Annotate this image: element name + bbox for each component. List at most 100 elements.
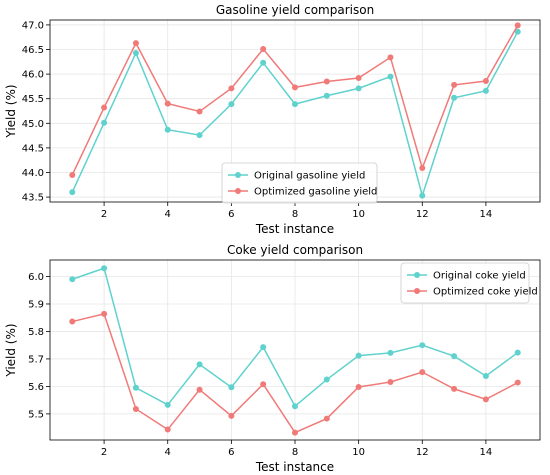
- data-point: [419, 369, 426, 376]
- x-tick-label: 14: [480, 209, 493, 220]
- legend-label: Optimized gasoline yield: [254, 187, 377, 198]
- x-tick-label: 8: [292, 209, 298, 220]
- data-point: [514, 22, 521, 29]
- data-point: [164, 126, 171, 133]
- data-point: [228, 101, 235, 108]
- legend-marker: [414, 288, 420, 294]
- data-point: [228, 412, 235, 419]
- data-point: [132, 384, 139, 391]
- data-point: [387, 379, 394, 386]
- data-point: [387, 73, 394, 80]
- data-point: [323, 78, 330, 85]
- data-point: [132, 49, 139, 56]
- data-point: [228, 85, 235, 92]
- x-tick-label: 10: [352, 447, 365, 458]
- data-point: [101, 265, 108, 272]
- data-point: [196, 108, 203, 115]
- legend-marker: [235, 172, 241, 178]
- data-point: [323, 415, 330, 422]
- data-point: [292, 403, 298, 410]
- data-point: [69, 276, 76, 283]
- data-point: [101, 310, 108, 317]
- data-point: [292, 84, 298, 91]
- y-tick-label: 5.7: [28, 354, 44, 365]
- y-tick-label: 43.5: [22, 193, 44, 204]
- y-tick-label: 44.0: [22, 168, 44, 179]
- data-point: [514, 379, 521, 386]
- data-point: [514, 349, 521, 356]
- data-point: [132, 405, 139, 412]
- data-point: [69, 171, 76, 178]
- data-point: [451, 385, 458, 392]
- y-tick-label: 46.0: [22, 70, 44, 81]
- data-point: [355, 75, 362, 82]
- data-point: [355, 383, 362, 390]
- data-point: [514, 28, 521, 35]
- legend-marker: [414, 272, 420, 278]
- x-tick-label: 12: [416, 209, 429, 220]
- legend-marker: [235, 188, 241, 194]
- data-point: [101, 104, 108, 111]
- data-point: [355, 352, 362, 359]
- legend-label: Original coke yield: [433, 271, 526, 282]
- gasoline-chart: 2 4 6 8 10 12 14 43.5 44.0 44.5 45.0 45.5 46.0 46.5 47…: [4, 3, 541, 236]
- data-point: [323, 376, 330, 383]
- x-tick-label: 6: [228, 447, 234, 458]
- x-tick-label: 14: [480, 447, 493, 458]
- data-point: [387, 54, 394, 61]
- x-tick-label: 2: [101, 209, 107, 220]
- coke-chart: 2 4 6 8 10 12 14 5.5 5.6 5.7 5.8 5.9 6.0 Coke yield c…: [4, 243, 541, 474]
- data-point: [323, 92, 330, 99]
- data-point: [482, 87, 489, 94]
- data-point: [482, 396, 489, 403]
- y-tick-label: 5.6: [28, 382, 44, 393]
- data-point: [292, 429, 298, 436]
- x-tick-label: 12: [416, 447, 429, 458]
- data-point: [451, 81, 458, 88]
- data-point: [482, 372, 489, 379]
- legend-label: Optimized coke yield: [433, 287, 538, 298]
- y-axis-label: Yield (%): [4, 323, 18, 377]
- data-point: [164, 100, 171, 107]
- legend-label: Original gasoline yield: [254, 171, 365, 182]
- y-tick-label: 5.9: [28, 299, 44, 310]
- data-point: [69, 189, 76, 196]
- data-point: [355, 85, 362, 92]
- y-tick-label: 5.5: [28, 409, 44, 420]
- data-point: [196, 386, 203, 393]
- legend-box: [400, 262, 530, 304]
- data-point: [196, 361, 203, 368]
- data-point: [132, 40, 139, 47]
- data-point: [260, 46, 267, 53]
- data-point: [451, 94, 458, 101]
- x-tick-label: 4: [165, 209, 171, 220]
- chart-title: Gasoline yield comparison: [216, 3, 374, 17]
- data-point: [260, 59, 267, 66]
- data-point: [164, 401, 171, 408]
- x-tick-label: 8: [292, 447, 298, 458]
- x-tick-label: 2: [101, 447, 107, 458]
- data-point: [419, 165, 426, 172]
- data-point: [69, 318, 76, 325]
- legend-box: [221, 162, 378, 204]
- data-point: [419, 192, 426, 199]
- data-point: [101, 119, 108, 126]
- data-point: [482, 77, 489, 84]
- data-point: [260, 381, 267, 388]
- data-point: [196, 132, 203, 139]
- y-tick-label: 47.0: [22, 20, 44, 31]
- x-axis-label: Test instance: [255, 222, 334, 236]
- data-point: [260, 344, 267, 351]
- data-point: [228, 384, 235, 391]
- x-axis-label: Test instance: [255, 460, 334, 474]
- data-point: [451, 353, 458, 360]
- x-tick-label: 4: [165, 447, 171, 458]
- y-tick-label: 5.8: [28, 327, 44, 338]
- y-tick-label: 6.0: [28, 272, 44, 283]
- chart-title: Coke yield comparison: [227, 243, 363, 257]
- y-tick-label: 46.5: [22, 45, 44, 56]
- y-tick-label: 44.5: [22, 143, 44, 154]
- x-tick-label: 10: [352, 209, 365, 220]
- data-point: [292, 101, 298, 108]
